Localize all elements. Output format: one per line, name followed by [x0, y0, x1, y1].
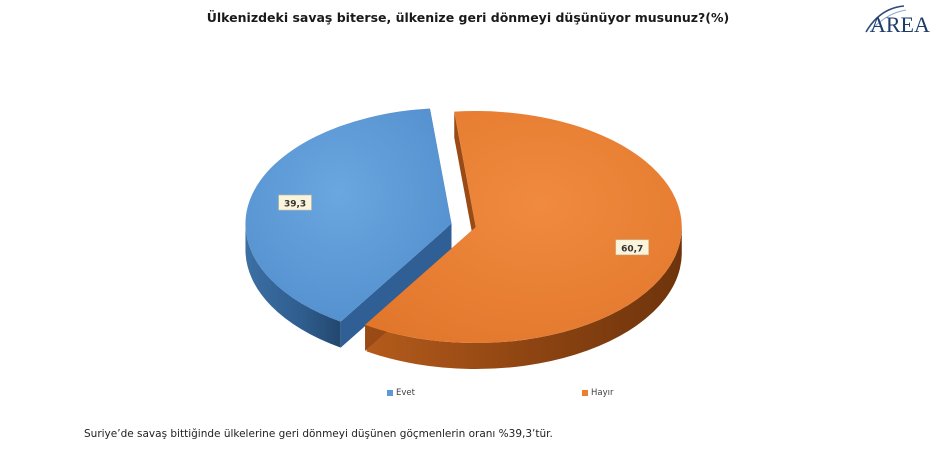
- slice-wall-evet-0: [340, 223, 452, 348]
- data-label-text-evet: 39,3: [284, 200, 306, 210]
- slice-side-hayir: [366, 227, 682, 370]
- slice-top-evet: [245, 108, 452, 322]
- area-logo: AREA: [865, 5, 930, 36]
- data-label-box-hayir: [615, 239, 649, 256]
- data-label-evet: 39,3: [278, 194, 312, 211]
- legend-swatch-hayir: [582, 390, 588, 396]
- slice-wall-hayir-0: [454, 111, 476, 254]
- chart-legend: Evet Hayır: [0, 388, 936, 404]
- legend-item-hayir: Hayır: [582, 388, 614, 398]
- footnote: Suriye’de savaş bittiğinde ülkelerine ge…: [84, 428, 553, 440]
- data-label-hayir: 60,7: [615, 239, 649, 256]
- chart-title: Ülkenizdeki savaş biterse, ülkenize geri…: [206, 10, 730, 25]
- legend-label-evet: Evet: [396, 388, 415, 398]
- slice-side-evet: [245, 224, 341, 348]
- data-label-box-evet: [278, 194, 312, 211]
- slice-top-hayir: [365, 111, 682, 344]
- legend-swatch-evet: [387, 390, 393, 396]
- legend-item-evet: Evet: [387, 388, 415, 398]
- data-label-text-hayir: 60,7: [621, 244, 643, 254]
- logo-text: AREA: [870, 12, 930, 36]
- legend-label-hayir: Hayır: [591, 388, 614, 398]
